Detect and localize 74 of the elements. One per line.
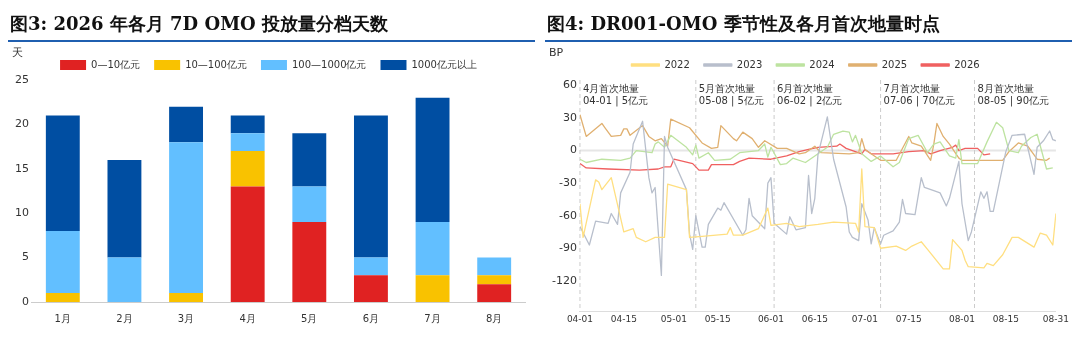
- bar: [169, 293, 204, 302]
- legend-label: 2024: [809, 58, 835, 70]
- bar: [415, 222, 450, 276]
- x-tick-label: 06-01: [757, 313, 785, 324]
- x-tick-label: 07-01: [851, 313, 878, 324]
- bar: [45, 230, 80, 294]
- bar: [107, 257, 142, 302]
- x-tick-label: 3月: [177, 312, 195, 324]
- x-tick-label: 08-31: [1042, 313, 1069, 324]
- x-tick-label: 6月: [362, 312, 380, 324]
- x-tick-label: 2月: [116, 312, 133, 324]
- ref-line-label: 7月首次地量 07-06 | 70亿元: [883, 82, 956, 107]
- bar: [353, 115, 388, 258]
- x-tick-label: 05-15: [704, 313, 731, 324]
- legend-label: 2023: [736, 58, 763, 70]
- y-tick-label: 15: [15, 161, 29, 175]
- x-tick-label: 5月: [301, 312, 318, 324]
- y-tick-label: -90: [559, 241, 577, 255]
- y-tick-label: 20: [15, 117, 29, 131]
- bar: [353, 257, 388, 276]
- bar: [292, 222, 327, 302]
- y-tick-label: -60: [559, 208, 577, 222]
- legend-label: 2022: [664, 58, 690, 70]
- x-tick-label: 04-15: [610, 313, 637, 324]
- y-tick-label: 10: [15, 206, 29, 220]
- chart-title: 图4: DR001-OMO 季节性及各月首次地量时点: [545, 8, 1072, 42]
- ref-line-label: 6月首次地量 06-02 | 2亿元: [777, 82, 843, 107]
- x-tick-label: 8月: [486, 312, 503, 324]
- bar: [477, 284, 512, 302]
- bar: [230, 115, 265, 134]
- y-axis-title: BP: [549, 46, 564, 60]
- bar: [230, 186, 265, 302]
- y-tick-label: 0: [569, 143, 577, 157]
- legend-label: 2026: [954, 58, 980, 70]
- bar: [107, 159, 142, 258]
- chart-title: 图3: 2026 年各月 7D OMO 投放量分档天数: [8, 8, 535, 42]
- bar: [477, 275, 512, 285]
- y-tick-label: -120: [552, 273, 577, 287]
- y-tick-label: 0: [22, 294, 29, 308]
- bar: [169, 106, 204, 143]
- y-axis-title: 天: [12, 46, 23, 60]
- bar: [415, 97, 450, 223]
- y-tick-label: 5: [22, 250, 29, 264]
- legend-label: 0—10亿元: [91, 58, 141, 70]
- x-tick-label: 4月: [239, 312, 256, 324]
- x-tick-label: 7月: [424, 312, 441, 324]
- x-tick-label: 04-01: [566, 313, 594, 324]
- bar: [230, 133, 265, 152]
- legend-label: 1000亿元以上: [411, 58, 477, 70]
- x-tick-label: 06-15: [801, 313, 828, 324]
- y-tick-label: 30: [562, 110, 577, 124]
- bar: [292, 133, 327, 187]
- bar: [415, 275, 450, 302]
- legend-label: 2025: [881, 58, 908, 70]
- ref-line-label: 5月首次地量 05-08 | 5亿元: [698, 82, 764, 107]
- x-tick-label: 05-01: [660, 313, 687, 324]
- x-tick-label: 07-15: [895, 313, 922, 324]
- legend-label: 100—1000亿元: [291, 58, 367, 70]
- bar: [477, 257, 512, 276]
- x-tick-label: 1月: [54, 312, 71, 324]
- bar: [169, 142, 204, 294]
- bar: [292, 186, 327, 223]
- bar: [353, 275, 388, 302]
- y-tick-label: 60: [562, 78, 577, 92]
- ref-line-label: 4月首次地量 04-01 | 5亿元: [582, 82, 649, 107]
- ref-line-label: 8月首次地量 08-05 | 90亿元: [977, 82, 1050, 107]
- bar: [230, 151, 265, 187]
- y-tick-label: -30: [559, 175, 577, 189]
- legend-label: 10—100亿元: [185, 58, 247, 70]
- bar: [45, 293, 80, 302]
- x-tick-label: 08-15: [992, 313, 1019, 324]
- y-tick-label: 25: [15, 72, 29, 86]
- x-tick-label: 08-01: [948, 313, 976, 324]
- bar: [45, 115, 80, 231]
